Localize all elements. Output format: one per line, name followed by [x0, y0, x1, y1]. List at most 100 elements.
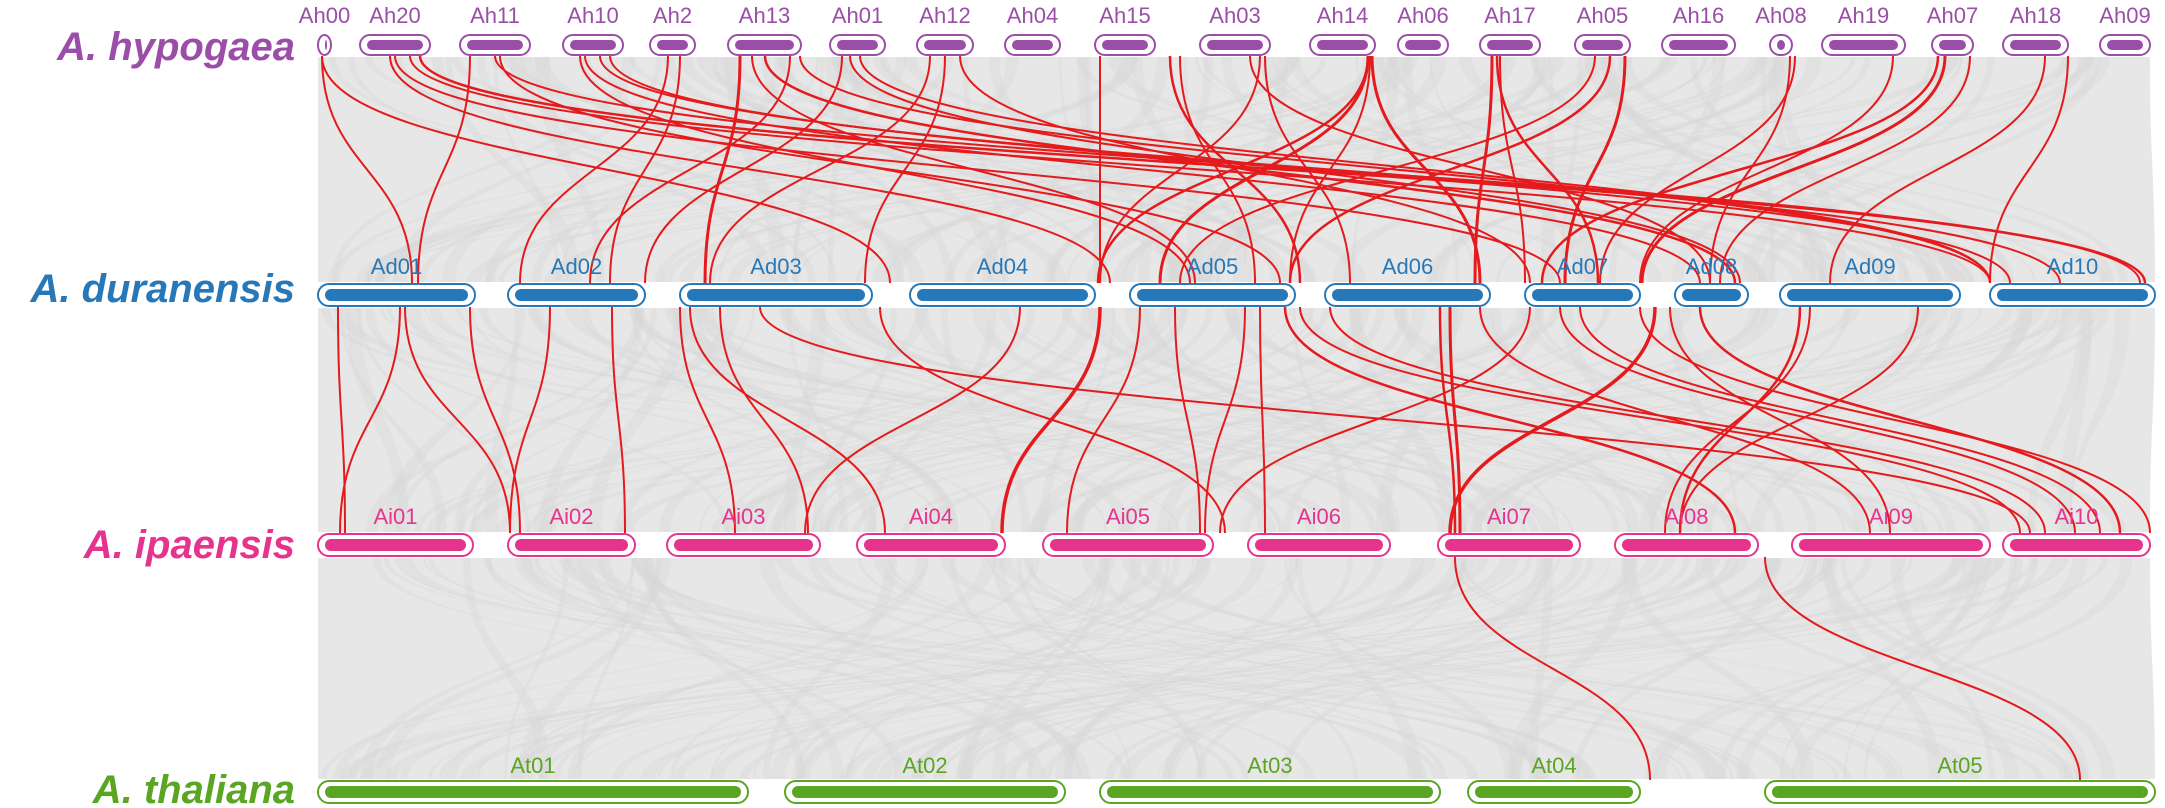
background-ribbon: [1863, 558, 2023, 779]
background-ribbon: [333, 558, 929, 779]
background-ribbon: [532, 308, 928, 532]
background-ribbon: [699, 308, 1189, 532]
background-ribbon: [725, 57, 788, 282]
background-ribbon: [468, 308, 1543, 532]
chromosome-at02: At02: [784, 753, 1066, 804]
chromosome-ad08: Ad08: [1674, 254, 1749, 307]
background-ribbon: [1705, 308, 2034, 532]
synteny-link: [1219, 306, 1531, 534]
background-ribbon: [527, 308, 1316, 532]
chromosome-label: Ah04: [1007, 3, 1058, 28]
background-ribbon: [887, 558, 1795, 779]
background-ribbon: [348, 57, 816, 282]
species-label-ipaensis: A. ipaensis: [83, 523, 295, 567]
background-ribbon: [383, 558, 1750, 779]
background-ribbon: [375, 57, 1298, 282]
background-ribbon: [510, 558, 1561, 779]
synteny-link: [1473, 55, 1494, 284]
background-ribbon: [857, 558, 1734, 779]
background-ribbon: [1790, 558, 2133, 779]
chromosome-at01: At01: [317, 753, 749, 804]
background-ribbon: [519, 558, 1110, 779]
background-ribbon: [365, 308, 729, 532]
synteny-link: [1698, 306, 2122, 534]
chromosome-label: Ai08: [1664, 504, 1708, 529]
synteny-link: [321, 55, 413, 284]
background-ribbon: [992, 558, 1202, 779]
background-ribbon: [1618, 57, 2127, 282]
background-ribbon: [414, 308, 1533, 532]
background-ribbon: [1736, 558, 2018, 779]
background-ribbon: [1667, 308, 1739, 532]
background-ribbon: [1202, 57, 2062, 282]
background-ribbon: [1572, 558, 1781, 779]
background-ribbon: [1142, 308, 1466, 532]
background-ribbon: [914, 308, 1270, 532]
chromosome-ad01: Ad01: [317, 254, 476, 307]
background-ribbon: [400, 308, 1713, 532]
background-ribbon: [386, 558, 1749, 779]
background-ribbon: [1074, 308, 1409, 532]
chromosome-ah20: Ah20: [359, 3, 431, 56]
chromosome-ad10: Ad10: [1989, 254, 2156, 307]
synteny-link: [1719, 55, 1971, 284]
background-ribbon: [2068, 308, 2130, 532]
chromosome-ai06: Ai06: [1247, 504, 1391, 557]
chromosome-label: Ad07: [1557, 254, 1608, 279]
background-ribbon: [946, 57, 1372, 282]
background-ribbon: [598, 558, 1045, 779]
background-ribbon: [1183, 57, 1632, 282]
background-ribbon: [1520, 308, 1991, 532]
background-ribbon: [426, 308, 1562, 532]
background-ribbon: [1061, 308, 1983, 532]
synteny-link: [1179, 55, 1596, 284]
background-ribbon: [476, 558, 1300, 779]
background-ribbon: [661, 57, 1780, 282]
chromosome-at05: At05: [1764, 753, 2156, 804]
background-ribbon: [400, 558, 1514, 779]
chromosome-label: Ai04: [909, 504, 953, 529]
chromosome-ah06: Ah06: [1397, 3, 1449, 56]
chromosome-label: Ad06: [1382, 254, 1433, 279]
synteny-link: [1479, 306, 1871, 534]
chromosome-ai04: Ai04: [856, 504, 1006, 557]
chromosome-label: Ai02: [549, 504, 593, 529]
synteny-link: [609, 55, 681, 284]
background-ribbon: [1161, 558, 1633, 779]
background-ribbon: [759, 558, 1082, 779]
background-ribbon: [718, 57, 1019, 282]
background-ribbon: [916, 558, 1583, 779]
background-ribbon: [813, 308, 1378, 532]
background-ribbon: [836, 308, 2011, 532]
background-ribbon: [1030, 308, 1465, 532]
background-ribbon: [373, 57, 1717, 282]
background-ribbon: [816, 558, 2079, 779]
background-ribbon: [1490, 308, 1694, 532]
background-ribbon: [1189, 57, 1784, 282]
chromosome-label: Ah15: [1099, 3, 1150, 28]
background-ribbon: [657, 558, 1732, 779]
background-ribbon: [504, 558, 569, 779]
background-ribbon: [1156, 308, 1426, 532]
background-ribbon: [1026, 558, 1546, 779]
synteny-link: [409, 55, 1991, 284]
background-ribbon: [772, 308, 1099, 532]
background-ribbon: [1240, 308, 1847, 532]
background-ribbon: [1392, 308, 2068, 532]
background-ribbon: [777, 57, 1662, 282]
background-ribbon: [327, 57, 1300, 282]
background-ribbon: [873, 558, 1727, 779]
background-ribbon: [1163, 558, 1466, 779]
chromosome-ah16: Ah16: [1661, 3, 1736, 56]
background-ribbon: [902, 308, 1950, 532]
chromosome-label: Ah16: [1673, 3, 1724, 28]
background-ribbon: [387, 308, 1740, 532]
background-ribbon: [453, 308, 658, 532]
background-ribbon: [1621, 558, 1814, 779]
species-label-hypogaea: A. hypogaea: [56, 25, 295, 69]
chromosome-ah03: Ah03: [1199, 3, 1271, 56]
background-ribbon: [1429, 57, 1934, 282]
background-ribbon: [549, 558, 1549, 779]
background-ribbon: [1280, 558, 1552, 779]
background-ribbon: [1016, 558, 1207, 779]
